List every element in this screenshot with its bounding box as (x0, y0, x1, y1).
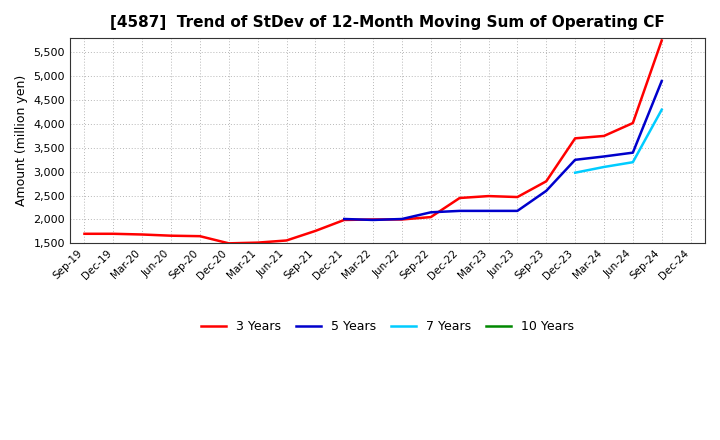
Title: [4587]  Trend of StDev of 12-Month Moving Sum of Operating CF: [4587] Trend of StDev of 12-Month Moving… (110, 15, 665, 30)
Y-axis label: Amount (million yen): Amount (million yen) (15, 75, 28, 206)
Legend: 3 Years, 5 Years, 7 Years, 10 Years: 3 Years, 5 Years, 7 Years, 10 Years (196, 315, 579, 338)
